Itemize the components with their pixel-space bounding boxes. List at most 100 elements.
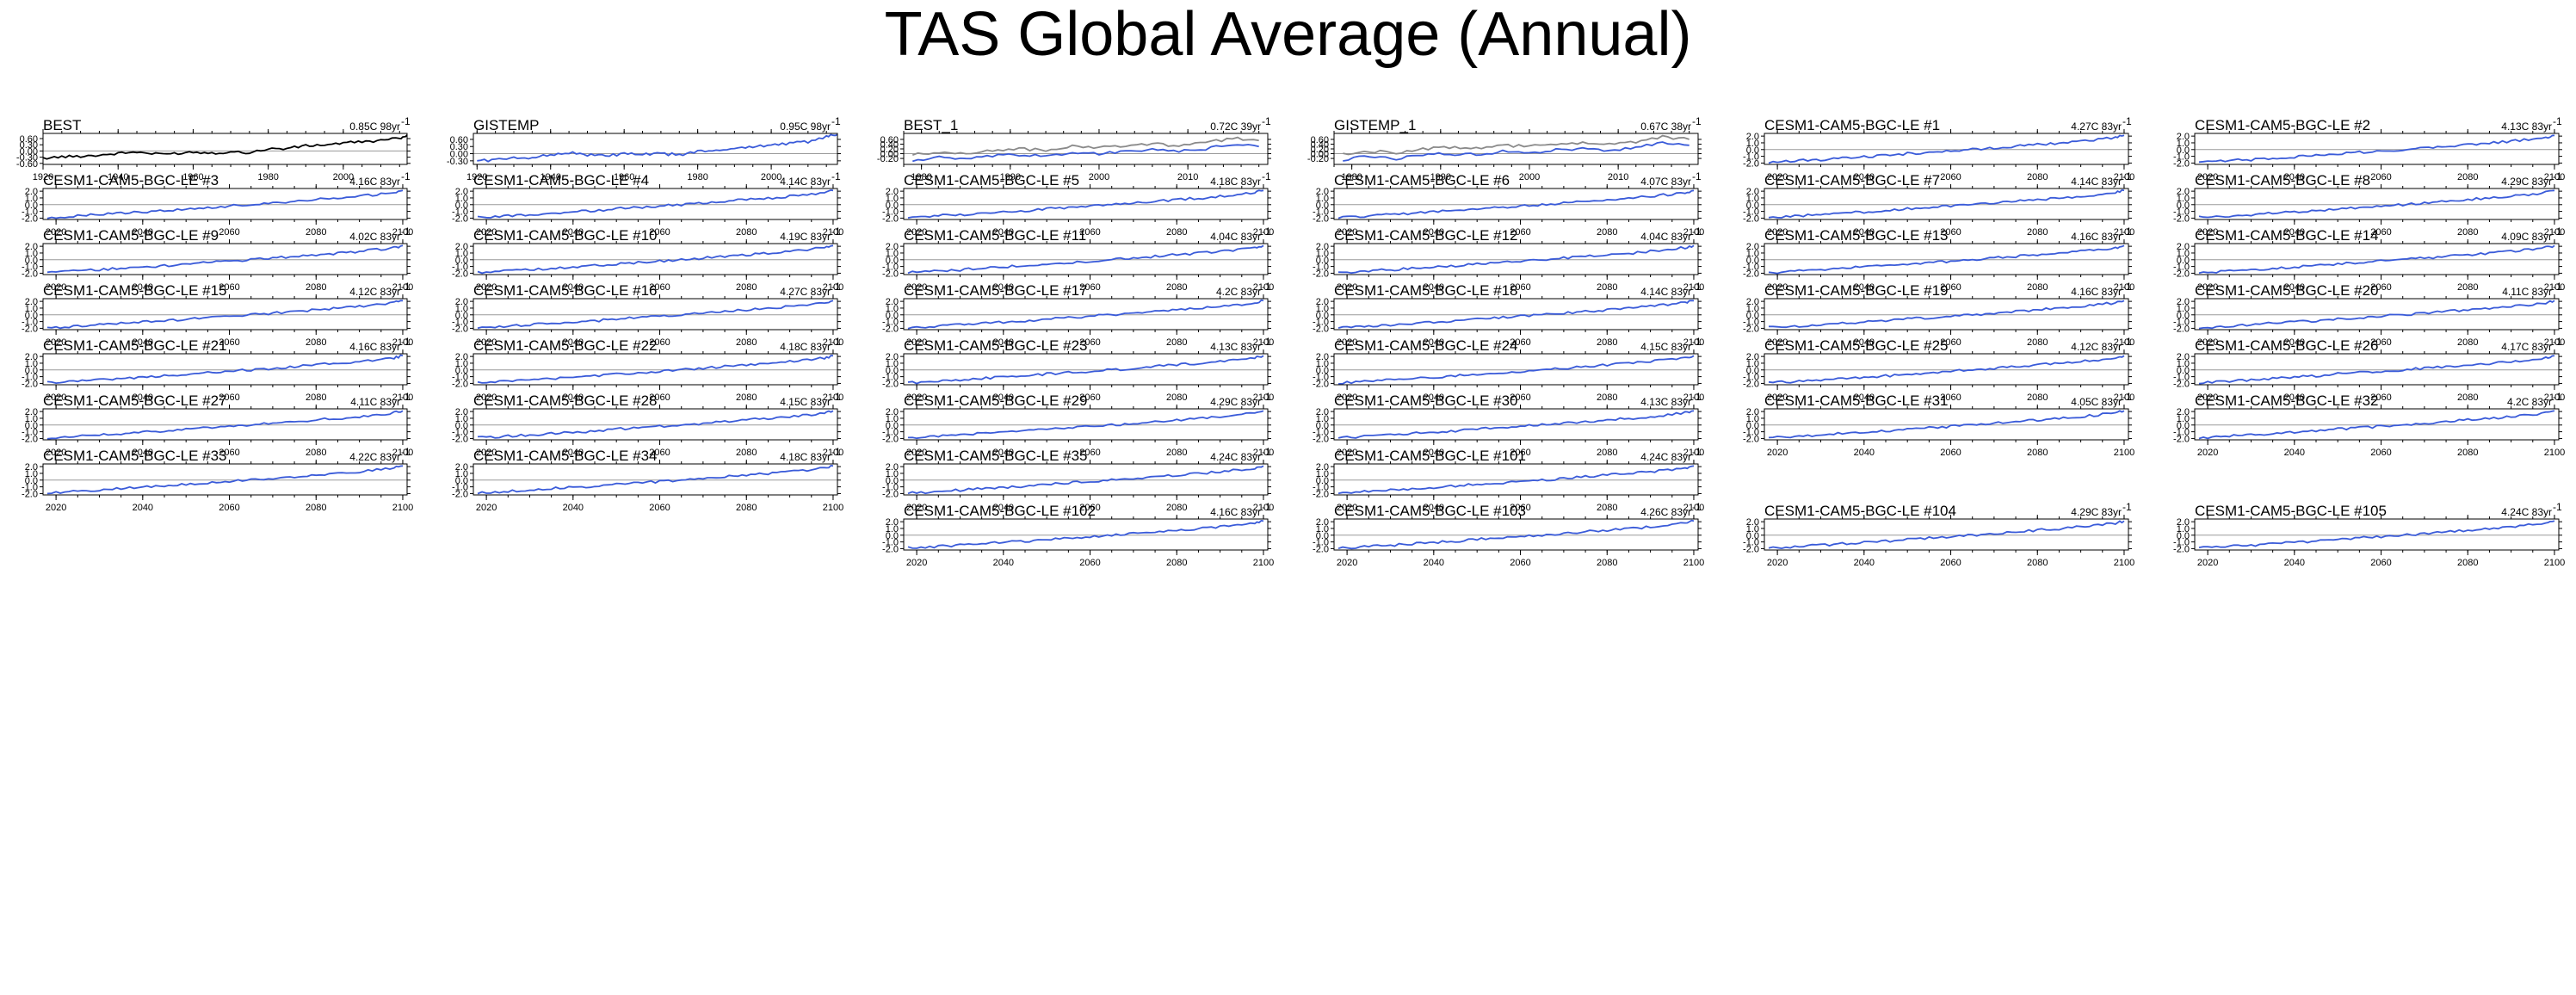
y-tick-label: 0.0 (455, 201, 468, 211)
plot-frame (2194, 298, 2560, 331)
y-tick-label: 0.0 (1316, 476, 1329, 486)
x-tick-label: 2100 (823, 337, 843, 348)
y-tick-label: 0.0 (1316, 201, 1329, 211)
x-tick-label: 2100 (1253, 558, 1274, 568)
y-tick-label: -1.0 (1313, 483, 1329, 493)
y-tick-label: 0.0 (455, 421, 468, 431)
panel-trend: 4.14C 83yr (780, 176, 831, 188)
x-tick-label: 2100 (1683, 558, 1704, 568)
panel: CESM1-CAM5-BGC-LE #34 4.18C 83yr -1 2020 204… (452, 446, 843, 513)
x-tick-label: 2060 (2370, 172, 2391, 182)
x-tick-label: 2020 (1337, 558, 1357, 568)
x-tick-label: 2000 (761, 172, 781, 182)
x-tick-label: 2080 (2027, 282, 2048, 293)
y-tick-label: 2.0 (455, 352, 468, 362)
x-tick-label: 2020 (46, 337, 66, 348)
x-tick-label: 2000 (1519, 172, 1540, 182)
panel-trend: 4.05C 83yr (2071, 396, 2122, 408)
panel-title: CESM1-CAM5-BGC-LE #105 (2195, 503, 2387, 519)
y-tick-label: 2.0 (455, 407, 468, 417)
plot-frame (2194, 188, 2560, 220)
panel-trend-exponent: -1 (1692, 115, 1702, 127)
x-tick-label: 2100 (2544, 448, 2565, 458)
x-tick-label: 2060 (1940, 282, 1961, 293)
y-tick-label: -2.0 (452, 324, 468, 334)
series-line (907, 244, 1264, 275)
series-line (1337, 519, 1695, 550)
y-tick-label: -1.0 (1313, 263, 1329, 273)
x-tick-label: 2100 (2544, 558, 2565, 568)
y-tick-label: 0.0 (1746, 145, 1759, 156)
panel-trend-exponent: -1 (401, 281, 411, 293)
plot-frame (42, 298, 408, 331)
x-tick-label: 2060 (219, 448, 239, 458)
panel-title: CESM1-CAM5-BGC-LE #24 (1334, 337, 1518, 354)
y-tick-label: -1.0 (882, 318, 899, 328)
x-tick-label: 2080 (2457, 172, 2478, 182)
y-tick-label: -1.0 (22, 263, 38, 273)
x-tick-label: 2040 (1854, 558, 1875, 568)
y-tick-label: -1.0 (22, 207, 38, 218)
panel-title: CESM1-CAM5-BGC-LE #33 (43, 448, 227, 464)
panel-trend-exponent: -1 (401, 226, 411, 238)
x-tick-label: 2020 (1767, 337, 1788, 348)
x-tick-label: 2040 (1854, 337, 1875, 348)
x-tick-label: 2080 (736, 503, 757, 513)
y-tick-label: 2.0 (1316, 407, 1329, 417)
x-tick-label: 2100 (392, 392, 413, 403)
plot-frame (1333, 243, 1699, 275)
y-tick-label: 0.60 (20, 134, 38, 145)
y-tick-label: 1.0 (886, 304, 899, 314)
y-tick-label: 0.00 (450, 150, 468, 160)
x-tick-label: 2080 (2027, 392, 2048, 403)
x-tick-label: 2060 (649, 337, 670, 348)
y-tick-label: -1.0 (1743, 373, 1759, 383)
panel: CESM1-CAM5-BGC-LE #105 4.24C 83yr -1 2020 20… (2173, 501, 2565, 568)
plot-frame (903, 463, 1269, 496)
x-tick-label: 2020 (1337, 282, 1357, 293)
x-tick-label: 2100 (2114, 558, 2134, 568)
x-tick-label: 2060 (2370, 448, 2391, 458)
y-tick-label: 0.0 (886, 476, 899, 486)
y-tick-label: 2.0 (1746, 352, 1759, 362)
panel-trend: 0.85C 98yr (349, 121, 400, 133)
panel-trend-exponent: -1 (2122, 115, 2132, 127)
x-tick-label: 2060 (1940, 558, 1961, 568)
panel-trend: 4.04C 83yr (1640, 231, 1691, 243)
x-tick-label: 2060 (649, 448, 670, 458)
plot-frame (1764, 243, 2129, 275)
y-tick-label: -2.0 (22, 379, 38, 389)
x-tick-label: 2100 (1683, 448, 1704, 458)
series-line (1768, 520, 2125, 550)
series-line (477, 133, 838, 163)
y-tick-label: -2.0 (882, 213, 899, 224)
series-line (1768, 244, 2125, 275)
y-tick-label: 2.0 (1316, 297, 1329, 307)
x-tick-label: 1980 (911, 172, 931, 182)
panel-title: CESM1-CAM5-BGC-LE #3 (43, 172, 219, 188)
x-tick-label: 2080 (1166, 227, 1187, 238)
x-tick-label: 2040 (2284, 172, 2305, 182)
panel-trend: 4.29C 83yr (1210, 396, 1261, 408)
y-tick-label: 2.0 (1746, 407, 1759, 417)
y-tick-label: -1.0 (1313, 373, 1329, 383)
y-tick-label: -2.0 (882, 269, 899, 279)
y-tick-label: 2.0 (455, 462, 468, 473)
y-tick-label: 1.0 (886, 249, 899, 259)
x-tick-label: 2060 (1510, 558, 1530, 568)
panel-title: CESM1-CAM5-BGC-LE #35 (904, 448, 1088, 464)
y-tick-label: -2.0 (2173, 158, 2190, 169)
series-line (907, 189, 1264, 219)
x-tick-label: 2020 (1337, 337, 1357, 348)
panel-title: CESM1-CAM5-BGC-LE #18 (1334, 282, 1518, 299)
